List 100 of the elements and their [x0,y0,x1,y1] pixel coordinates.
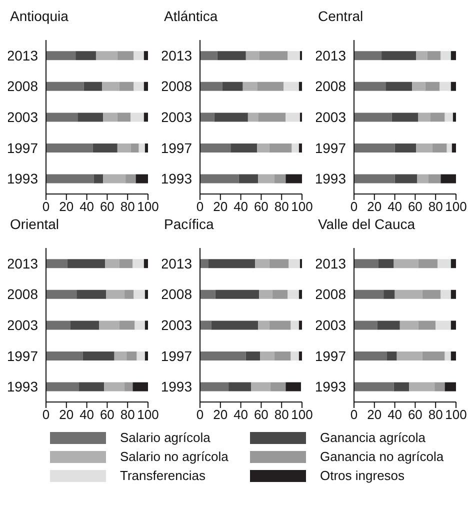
bar [242,82,258,91]
bar [354,351,387,360]
bar [298,320,302,330]
bar [427,51,441,60]
bar [284,82,299,91]
bar [394,382,410,392]
x-tick-label: 80 [120,199,135,214]
bar [354,51,382,60]
bar [386,82,412,91]
legend-label: Otros ingresos [320,468,405,483]
x-tick-label: 20 [213,407,228,422]
y-tick-label: 1993 [160,378,192,395]
bar [76,290,106,299]
x-tick-label: 0 [196,407,204,422]
bar [386,351,397,360]
bar [354,259,378,268]
chart-title: Antioquia [9,8,70,26]
bar [46,112,78,122]
x-tick-label: 80 [274,407,289,422]
bar [46,290,77,299]
bar [248,112,258,122]
x-tick-label: 40 [388,407,402,422]
x-tick-label: 60 [408,199,422,214]
bar [246,51,260,60]
bar [416,143,433,152]
bar [78,112,104,122]
x-tick-label: 20 [213,199,228,214]
bar [452,112,456,122]
bar [298,290,302,299]
legend-label: Transferencias [120,468,206,483]
bar [103,174,126,184]
bar [400,320,418,330]
bar [354,290,384,299]
bar [99,320,120,330]
bar [257,82,284,91]
bar [217,51,246,60]
bar [200,82,222,91]
y-tick-label: 1993 [160,170,192,187]
bar [288,259,300,268]
x-tick-label: 100 [445,407,467,422]
bar [452,143,456,152]
bar [440,82,451,91]
bar [290,351,299,360]
bar [238,174,258,184]
bar [298,143,302,152]
bar [228,382,251,392]
y-tick-label: 1997 [6,348,38,364]
bar [428,174,441,184]
y-tick-label: 1993 [6,378,38,395]
bar [418,320,436,330]
bar [82,351,114,360]
bar [298,82,302,91]
bar [409,382,435,392]
bar [222,82,243,91]
bar [215,290,260,299]
bar [134,51,144,60]
bar [144,51,148,60]
bar [259,290,272,299]
bar [102,82,120,91]
bar [105,259,120,268]
y-tick-label: 1997 [160,348,192,364]
bar [416,51,428,60]
bar [144,259,148,268]
bar [103,112,118,122]
x-tick-label: 40 [388,199,402,214]
bar [132,259,144,268]
bar [251,382,270,392]
bar [200,259,208,268]
x-tick-label: 60 [100,199,114,214]
chart-title: Pacífica [163,216,215,234]
bar [440,51,451,60]
bar [246,351,260,360]
bar [377,320,400,330]
bar [354,143,395,152]
bar [200,320,212,330]
bar [200,112,214,122]
x-tick-label: 60 [408,407,422,422]
y-tick-label: 1993 [314,378,346,395]
bar [78,382,104,392]
bar [92,143,118,152]
bar [138,143,145,152]
bar [130,112,144,122]
bar [126,174,136,184]
x-tick-label: 40 [234,407,248,422]
bar [270,382,286,392]
y-tick-label: 1997 [6,140,38,156]
bar [46,382,79,392]
bar [119,82,134,91]
y-tick-label: 1997 [160,140,192,156]
legend-label: Salario agrícola [120,430,210,445]
bar [288,51,300,60]
bar [290,320,299,330]
bar [208,259,256,268]
x-tick-label: 100 [137,199,159,214]
x-tick-label: 0 [42,199,50,214]
bar [257,143,270,152]
bar [200,51,218,60]
y-tick-label: 1993 [6,170,38,187]
bar [434,382,445,392]
bar [46,320,70,330]
